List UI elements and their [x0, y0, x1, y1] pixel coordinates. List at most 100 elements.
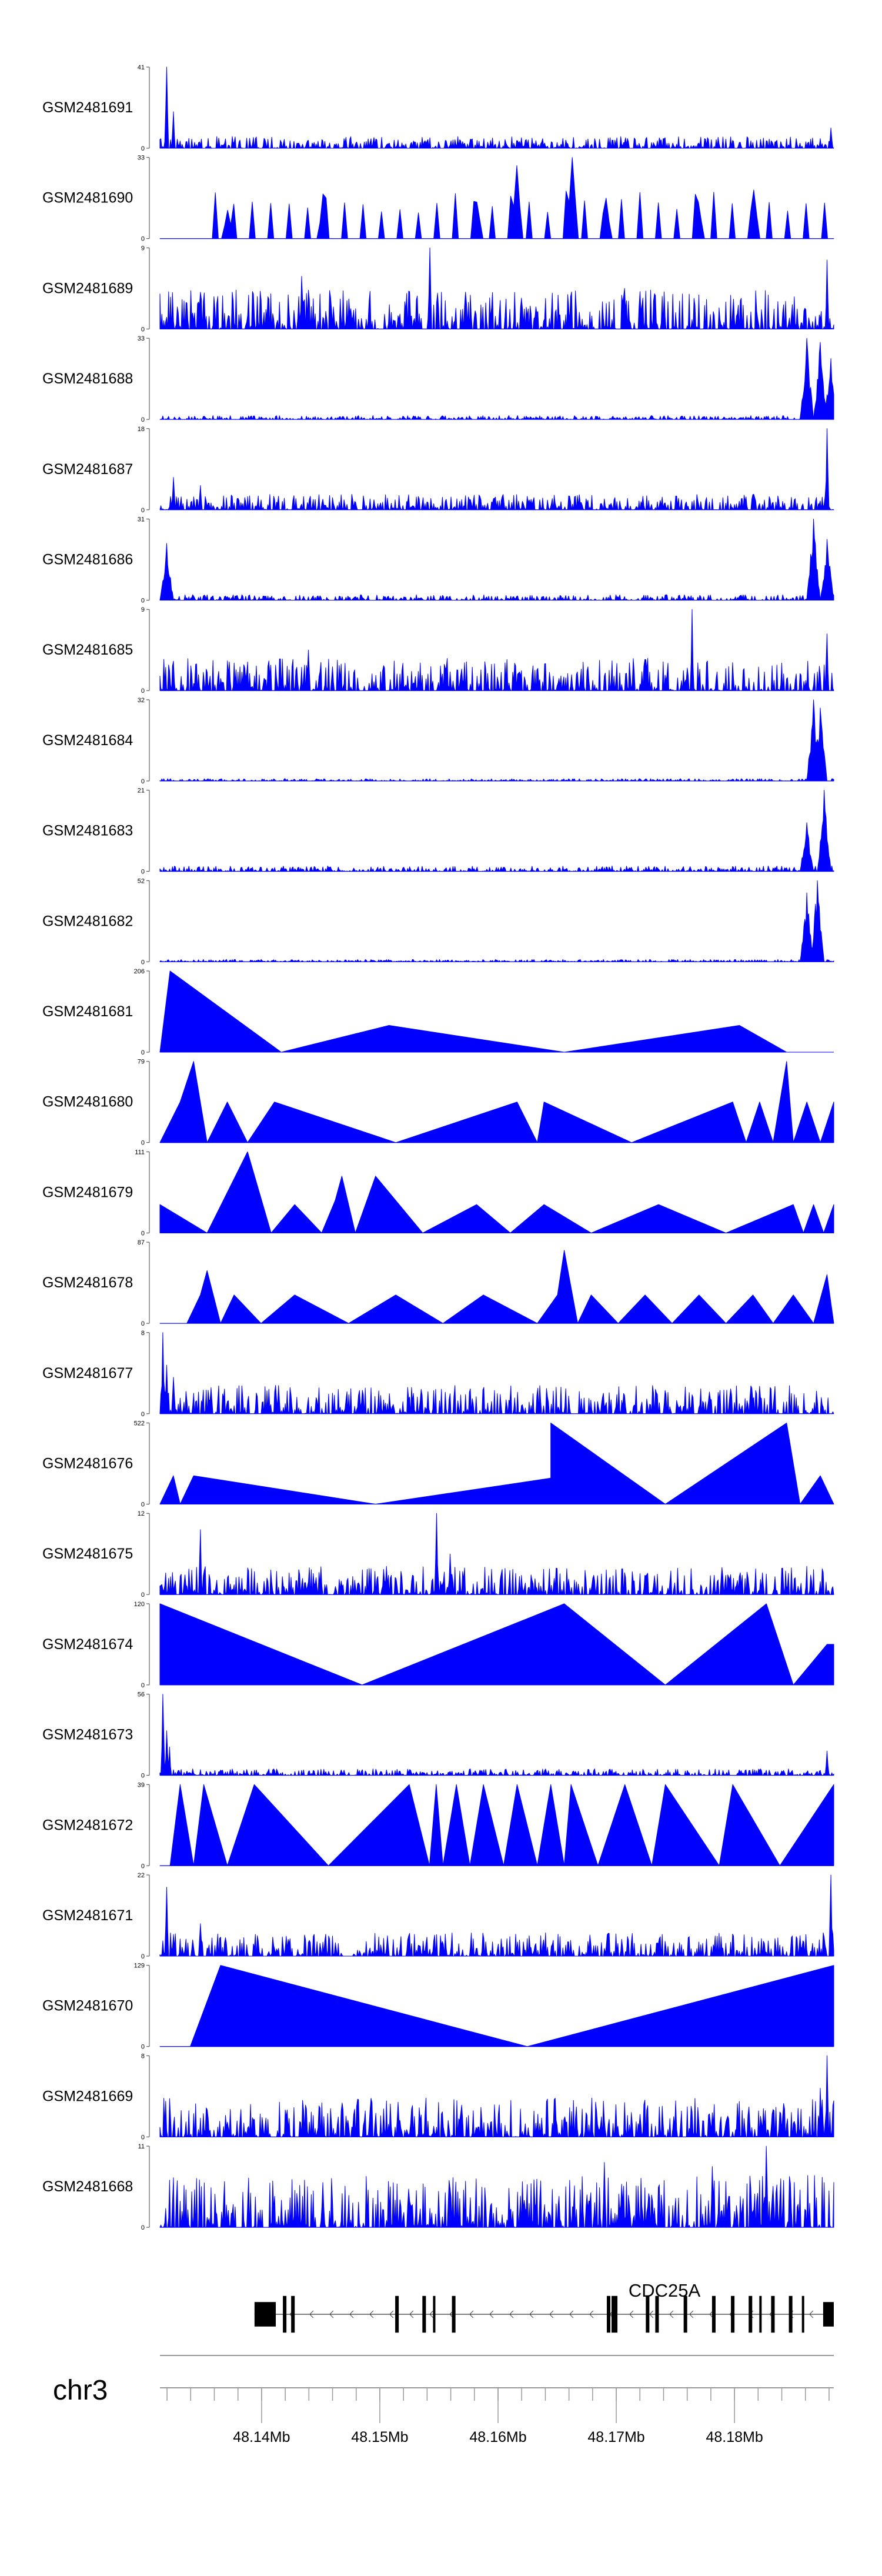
gene-exon	[823, 2302, 834, 2327]
axis-marks: 48.14Mb 48.15Mb 48.16Mb 48.17Mb 48.18Mb	[160, 2355, 834, 2445]
gene-exon	[433, 2295, 436, 2333]
gene-exon	[422, 2295, 426, 2333]
y-min-label: 0	[141, 2224, 145, 2231]
track-label: GSM2481688	[42, 371, 133, 387]
y-min-label: 0	[141, 1320, 145, 1327]
gene-exon	[731, 2295, 735, 2333]
track-GSM2481687: GSM2481687 18 0	[42, 426, 834, 514]
gene-exon	[254, 2302, 276, 2327]
coverage-area	[159, 609, 834, 691]
gene-exon	[646, 2295, 650, 2333]
y-max-label: 9	[141, 245, 145, 252]
coverage-area	[159, 1423, 834, 1504]
coverage-area	[159, 1250, 834, 1324]
strand-arrow	[429, 2310, 434, 2318]
y-min-label: 0	[141, 598, 145, 605]
track-label: GSM2481674	[42, 1636, 133, 1653]
coverage-area	[159, 338, 834, 420]
strand-arrow	[469, 2310, 474, 2318]
gene-name-label: CDC25A	[629, 2280, 701, 2301]
track-label: GSM2481673	[42, 1727, 133, 1743]
track-GSM2481674: GSM2481674 120 0	[42, 1601, 834, 1689]
y-max-label: 56	[138, 1691, 145, 1699]
track-label: GSM2481682	[42, 913, 133, 929]
gene-exon	[291, 2295, 295, 2333]
gene-exon	[711, 2295, 716, 2333]
strand-arrow	[809, 2310, 814, 2318]
coverage-area	[159, 66, 834, 149]
x-tick-label: 48.17Mb	[587, 2429, 644, 2445]
y-max-label: 52	[138, 877, 145, 885]
y-min-label: 0	[141, 1953, 145, 1960]
y-min-label: 0	[141, 416, 145, 423]
coverage-area	[159, 699, 834, 782]
coverage-area	[159, 2055, 834, 2137]
y-max-label: 8	[141, 1330, 145, 1337]
y-max-label: 33	[138, 155, 145, 162]
x-tick-label: 48.16Mb	[469, 2429, 526, 2445]
track-GSM2481677: GSM2481677 8 0	[42, 1330, 834, 1418]
track-label: GSM2481671	[42, 1907, 133, 1924]
strand-arrow	[669, 2310, 674, 2318]
strand-arrow	[629, 2310, 634, 2318]
track-label: GSM2481681	[42, 1003, 133, 1020]
y-min-label: 0	[141, 326, 145, 333]
track-label: GSM2481672	[42, 1817, 133, 1833]
y-max-label: 33	[138, 335, 145, 342]
y-min-label: 0	[141, 1049, 145, 1056]
track-GSM2481671: GSM2481671 22 0	[42, 1872, 834, 1960]
strand-arrow	[309, 2310, 314, 2318]
track-GSM2481675: GSM2481675 12 0	[42, 1510, 834, 1599]
gene-exon	[452, 2295, 456, 2333]
x-tick-label: 48.18Mb	[706, 2429, 763, 2445]
x-tick-label: 48.14Mb	[233, 2429, 290, 2445]
y-min-label: 0	[141, 1863, 145, 1870]
strand-arrow	[369, 2310, 374, 2318]
strand-arrow	[709, 2310, 714, 2318]
gene-exon	[395, 2295, 399, 2333]
track-label: GSM2481686	[42, 552, 133, 568]
gene-exon	[612, 2295, 618, 2333]
y-min-label: 0	[141, 2044, 145, 2051]
coverage-area	[159, 1965, 834, 2047]
gene-exon	[749, 2295, 753, 2333]
coverage-area	[159, 790, 834, 872]
y-max-label: 31	[138, 516, 145, 523]
coverage-area	[159, 1061, 834, 1143]
track-label: GSM2481668	[42, 2178, 133, 2195]
strand-arrow	[489, 2310, 494, 2318]
strand-arrow	[509, 2310, 514, 2318]
track-GSM2481683: GSM2481683 21 0	[42, 788, 834, 876]
coverage-area	[159, 1513, 834, 1595]
track-GSM2481676: GSM2481676 522 0	[42, 1420, 834, 1509]
track-label: GSM2481683	[42, 823, 133, 839]
strand-arrow	[329, 2310, 334, 2318]
gene-exon	[801, 2295, 804, 2333]
track-label: GSM2481678	[42, 1274, 133, 1291]
y-min-label: 0	[141, 1140, 145, 1147]
y-max-label: 18	[138, 426, 145, 433]
y-min-label: 0	[141, 1591, 145, 1599]
y-max-label: 79	[138, 1059, 145, 1066]
y-min-label: 0	[141, 1682, 145, 1689]
gene-exon	[283, 2295, 287, 2333]
y-min-label: 0	[141, 236, 145, 243]
y-min-label: 0	[141, 1501, 145, 1509]
strand-arrow	[549, 2310, 554, 2318]
y-max-label: 21	[138, 788, 145, 795]
y-max-label: 129	[134, 1963, 145, 1970]
gene-exon	[771, 2295, 775, 2333]
track-label: GSM2481669	[42, 2088, 133, 2104]
coverage-area	[159, 428, 834, 510]
y-max-label: 120	[134, 1601, 145, 1608]
y-max-label: 8	[141, 2053, 145, 2060]
y-max-label: 206	[134, 968, 145, 975]
genome-axis: chr3 48.14Mb 48.15Mb 48.16Mb 48.17Mb 48.18Mb	[53, 2355, 834, 2445]
y-max-label: 11	[138, 2143, 145, 2150]
y-min-label: 0	[141, 1773, 145, 1780]
y-max-label: 9	[141, 606, 145, 613]
track-label: GSM2481684	[42, 732, 133, 749]
track-GSM2481684: GSM2481684 32 0	[42, 697, 834, 785]
track-GSM2481678: GSM2481678 87 0	[42, 1239, 834, 1327]
